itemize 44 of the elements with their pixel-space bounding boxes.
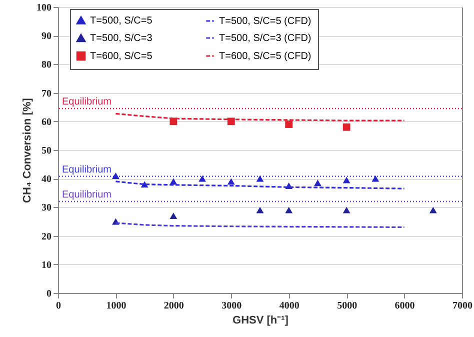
y-tick-label: 100 xyxy=(36,2,52,14)
y-tick-label: 80 xyxy=(42,60,52,71)
y-tick-label: 50 xyxy=(42,146,52,156)
point xyxy=(429,206,437,214)
y-tick-label: 0 xyxy=(46,288,52,300)
legend-label: T=500, S/C=5 (CFD) xyxy=(219,16,312,27)
point xyxy=(256,206,264,214)
y-tick-label: 30 xyxy=(42,202,52,214)
point xyxy=(112,172,120,179)
point xyxy=(170,212,178,219)
x-axis-title: GHSV [h⁻¹] xyxy=(232,314,289,326)
ref-line-label: Equilibrium xyxy=(62,164,112,176)
point xyxy=(198,175,206,182)
y-tick-label: 60 xyxy=(42,116,52,128)
point xyxy=(285,120,293,128)
point xyxy=(342,176,350,184)
legend-label: T=600, S/C=5 xyxy=(90,51,153,62)
x-tick-label: 3000 xyxy=(222,300,242,312)
x-tick-label: 0 xyxy=(56,300,61,312)
y-tick-label: 70 xyxy=(42,88,52,100)
x-tick-label: 5000 xyxy=(337,300,358,312)
x-tick-label: 2000 xyxy=(164,300,184,312)
y-axis-title: CH₄ Conversion [%] xyxy=(22,98,34,203)
legend-label: T=500, S/C=3 (CFD) xyxy=(219,33,312,44)
point xyxy=(342,206,350,214)
ref-line-label: Equilibrium xyxy=(62,189,112,200)
point xyxy=(342,123,350,131)
y-tick-label: 90 xyxy=(42,31,52,42)
point xyxy=(227,178,235,185)
legend-label: T=500, S/C=3 xyxy=(90,33,153,44)
y-tick-label: 40 xyxy=(42,174,52,186)
y-tick-label: 10 xyxy=(42,260,52,271)
x-tick-label: 6000 xyxy=(394,300,415,312)
ref-line-label: Equilibrium xyxy=(62,96,112,108)
point xyxy=(256,175,264,182)
point xyxy=(314,180,322,186)
legend-label: T=600, S/C=5 (CFD) xyxy=(219,51,312,62)
x-tick-label: 1000 xyxy=(106,300,126,312)
y-tick-label: 20 xyxy=(42,231,52,242)
legend-label: T=500, S/C=5 xyxy=(90,15,153,26)
point xyxy=(285,206,293,214)
point xyxy=(372,175,380,182)
x-tick-label: 7000 xyxy=(452,300,472,312)
x-tick-label: 4000 xyxy=(279,300,300,312)
